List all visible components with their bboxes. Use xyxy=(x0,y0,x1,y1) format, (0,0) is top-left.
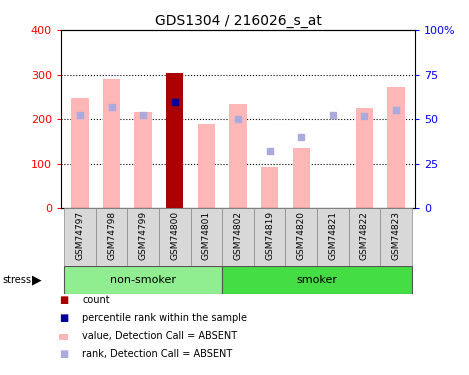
Bar xyxy=(387,87,405,208)
Bar xyxy=(222,266,412,294)
Bar xyxy=(103,78,120,208)
Bar xyxy=(286,208,317,266)
Text: GSM74797: GSM74797 xyxy=(76,211,84,260)
Bar xyxy=(261,167,278,208)
Bar xyxy=(128,208,159,266)
Bar xyxy=(64,208,96,266)
Bar xyxy=(222,208,254,266)
Point xyxy=(108,104,115,110)
Bar xyxy=(293,148,310,208)
Bar xyxy=(59,334,68,340)
Bar xyxy=(229,104,247,208)
Text: GSM74798: GSM74798 xyxy=(107,211,116,260)
Point xyxy=(171,99,179,105)
Text: ■: ■ xyxy=(59,296,68,305)
Point xyxy=(234,116,242,122)
Bar xyxy=(71,98,89,208)
Bar xyxy=(254,208,286,266)
Point xyxy=(393,107,400,113)
Text: GSM74820: GSM74820 xyxy=(297,211,306,260)
Bar xyxy=(166,73,183,208)
Bar xyxy=(348,208,380,266)
Text: non-smoker: non-smoker xyxy=(110,275,176,285)
Text: GSM74822: GSM74822 xyxy=(360,211,369,260)
Text: ■: ■ xyxy=(59,314,68,323)
Text: GSM74821: GSM74821 xyxy=(328,211,337,260)
Text: smoker: smoker xyxy=(296,275,338,285)
Point xyxy=(266,148,273,154)
Text: ▶: ▶ xyxy=(32,274,42,287)
Text: GSM74801: GSM74801 xyxy=(202,211,211,260)
Point xyxy=(76,112,83,118)
Point xyxy=(139,112,147,118)
Text: GSM74799: GSM74799 xyxy=(139,211,148,260)
Text: count: count xyxy=(82,296,110,305)
Text: stress: stress xyxy=(2,275,31,285)
Bar xyxy=(356,108,373,208)
Text: GSM74819: GSM74819 xyxy=(265,211,274,260)
Bar xyxy=(380,208,412,266)
Bar xyxy=(64,266,222,294)
Bar xyxy=(317,208,348,266)
Bar xyxy=(96,208,128,266)
Point xyxy=(361,112,368,118)
Text: percentile rank within the sample: percentile rank within the sample xyxy=(82,314,247,323)
Text: value, Detection Call = ABSENT: value, Detection Call = ABSENT xyxy=(82,332,237,341)
Bar xyxy=(159,208,190,266)
Point xyxy=(297,134,305,140)
Text: rank, Detection Call = ABSENT: rank, Detection Call = ABSENT xyxy=(82,350,232,359)
Text: GSM74823: GSM74823 xyxy=(392,211,401,260)
Text: ■: ■ xyxy=(59,350,68,359)
Point xyxy=(329,112,337,118)
Bar xyxy=(190,208,222,266)
Bar xyxy=(135,112,152,208)
Bar xyxy=(198,124,215,208)
Text: GSM74802: GSM74802 xyxy=(234,211,242,260)
Text: GSM74800: GSM74800 xyxy=(170,211,179,260)
Title: GDS1304 / 216026_s_at: GDS1304 / 216026_s_at xyxy=(155,13,321,28)
